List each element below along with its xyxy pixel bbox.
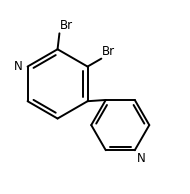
Text: N: N <box>14 60 23 73</box>
Text: Br: Br <box>60 19 74 32</box>
Text: Br: Br <box>102 45 115 58</box>
Text: N: N <box>137 152 145 165</box>
